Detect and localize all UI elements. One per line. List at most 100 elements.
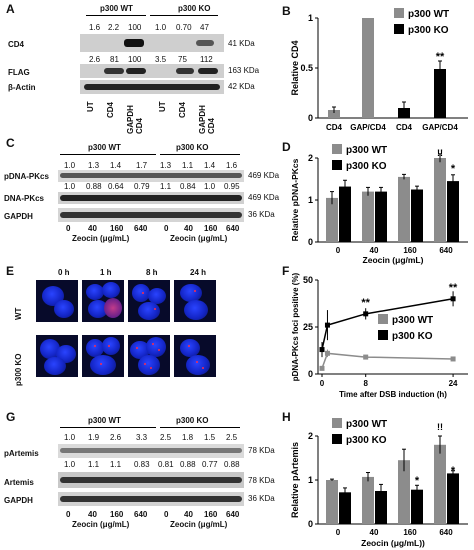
f-legend-wt-swatch — [378, 314, 388, 324]
panel-g-dose-7: 160 — [204, 510, 218, 519]
h-bar-wt-3 — [434, 444, 446, 524]
f-line-0 — [321, 352, 454, 369]
panel-g-row-partemis: pArtemis — [4, 449, 39, 458]
panel-g-dose-4: 640 — [134, 510, 148, 519]
panel-c-row-dnapkcs: DNA-PKcs — [4, 194, 45, 203]
panel-g-dose-2: 40 — [88, 510, 97, 519]
f-point-1-2 — [363, 311, 369, 317]
panel-g-a-num-4: 0.83 — [134, 460, 150, 469]
panel-g-a-num-1: 1.0 — [64, 460, 76, 469]
panel-c-blot-gapdh — [58, 208, 244, 222]
panel-c-d-num-7: 1.0 — [204, 182, 216, 191]
h-ytick-label-1: 1 — [308, 475, 313, 485]
d-legend-wt-label: p300 WT — [346, 145, 387, 156]
b-bar-0 — [328, 110, 340, 118]
micrograph-ko-8h — [128, 335, 170, 377]
panel-f-letter: F — [282, 264, 290, 278]
panel-c-d-num-1: 1.0 — [64, 182, 76, 191]
panel-c-p-num-1: 1.0 — [64, 161, 76, 170]
micrograph-ko-1h — [82, 335, 124, 377]
h-legend-ko-label: p300 KO — [346, 435, 387, 446]
d-bar-ko-0 — [339, 186, 351, 242]
panel-a-flag-num-2: 81 — [110, 55, 119, 64]
d-ytick-label-2: 2 — [308, 153, 313, 163]
d-xtick-2: 160 — [403, 246, 417, 255]
panel-a-flag-num-6: 112 — [200, 55, 213, 64]
b-ytick-label-2: 1 — [308, 13, 313, 23]
panel-a-marker-42: 42 KDa — [228, 82, 255, 91]
d-bar-wt-0 — [326, 197, 338, 242]
panel-a-row-actin: β-Actin — [8, 83, 36, 92]
h-xtick-1: 40 — [370, 528, 379, 537]
panel-a-marker-41: 41 KDa — [228, 39, 255, 48]
h-bar-ko-2 — [411, 489, 423, 524]
panel-g-row-gapdh: GAPDH — [4, 496, 33, 505]
panel-a-lane-2: CD4 — [106, 101, 115, 118]
b-bar-1 — [362, 18, 374, 118]
panel-g-marker-78b: 78 KDa — [248, 476, 275, 485]
panel-g-p-num-7: 1.5 — [204, 433, 216, 442]
panel-a-blot-actin — [80, 80, 224, 94]
panel-c-xlabel-ko: Zeocin (μg/mL) — [170, 234, 228, 243]
panel-a-cd4-num-6: 47 — [200, 23, 209, 32]
panel-g-p-num-4: 3.3 — [136, 433, 148, 442]
f-point-0-3 — [450, 356, 456, 362]
f-annotation-24h: ** — [449, 282, 458, 294]
f-ytick-label-2: 50 — [303, 275, 313, 285]
panel-c-p-num-2: 1.3 — [88, 161, 100, 170]
f-ytick-label-0: 0 — [308, 369, 313, 379]
f-point-0-2 — [363, 354, 369, 360]
panel-g-p-num-5: 2.5 — [160, 433, 172, 442]
panel-c-marker-469b: 469 KDa — [248, 193, 280, 202]
panel-c-dose-2: 40 — [88, 224, 97, 233]
panel-g-p-num-3: 2.6 — [110, 433, 122, 442]
panel-g-xlabel-ko: Zeocin (μg/mL) — [170, 520, 228, 529]
d-bar-wt-2 — [398, 176, 410, 242]
panel-g-a-num-7: 0.77 — [202, 460, 218, 469]
panel-g-dose-8: 640 — [226, 510, 240, 519]
panel-c-marker-36: 36 KDa — [248, 210, 275, 219]
h-bar-wt-2 — [398, 460, 410, 524]
f-point-1-3 — [450, 296, 456, 302]
b-ylabel: Relative CD4 — [290, 40, 300, 95]
panel-g-letter: G — [6, 410, 16, 424]
b-xlabel-2: CD4 — [396, 123, 413, 132]
b-annotation-sig: ** — [436, 51, 445, 63]
micrograph-ko-24h — [174, 335, 216, 377]
d-bar-wt-1 — [362, 191, 374, 242]
h-annotation-640: * — [451, 465, 456, 477]
d-xlabel: Zeocin (μg/mL) — [363, 255, 424, 265]
h-annotation-wt: !! — [437, 422, 443, 432]
b-ytick-label-0: 0 — [308, 113, 313, 123]
panel-g-p-num-8: 2.5 — [226, 433, 238, 442]
h-xtick-3: 640 — [439, 528, 453, 537]
panel-g-a-num-2: 1.1 — [88, 460, 100, 469]
h-xtick-2: 160 — [403, 528, 417, 537]
panel-e-row-wt: WT — [14, 307, 23, 320]
panel-c-dose-1: 0 — [66, 224, 71, 233]
panel-a-lane-4: UT — [158, 101, 167, 112]
f-point-1-1 — [324, 322, 330, 328]
micrograph-wt-8h — [128, 280, 170, 322]
panel-c-blot-pdnapkcs — [58, 170, 244, 182]
panel-g-row-artemis: Artemis — [4, 478, 34, 487]
panel-c-d-num-3: 0.64 — [108, 182, 124, 191]
d-legend-ko-label: p300 KO — [346, 161, 387, 172]
panel-g-group-wt: p300 WT — [88, 416, 121, 425]
panel-g-a-num-6: 0.88 — [180, 460, 196, 469]
h-annotation-160: * — [415, 475, 420, 487]
b-bar-3 — [434, 69, 446, 118]
panel-c-group-wt: p300 WT — [88, 143, 121, 152]
d-xtick-3: 640 — [439, 246, 453, 255]
panel-d-letter: D — [282, 140, 291, 154]
panel-h-letter: H — [282, 410, 291, 424]
d-bar-wt-3 — [434, 158, 446, 242]
panel-c-row-pdnapkcs: pDNA-PKcs — [4, 172, 49, 181]
h-legend-wt-label: p300 WT — [346, 419, 387, 430]
panel-g-p-num-1: 1.0 — [64, 433, 76, 442]
chart-relative-partemis: 0 1 2 Relative pArtemis 0 40 160 640 Zeocin (μg/… — [290, 418, 468, 548]
panel-g-a-num-8: 0.88 — [224, 460, 240, 469]
h-xlabel: Zeocin (μg/mL)) — [361, 538, 425, 548]
f-legend-wt-label: p300 WT — [392, 315, 433, 326]
micrograph-wt-0h — [36, 280, 78, 322]
